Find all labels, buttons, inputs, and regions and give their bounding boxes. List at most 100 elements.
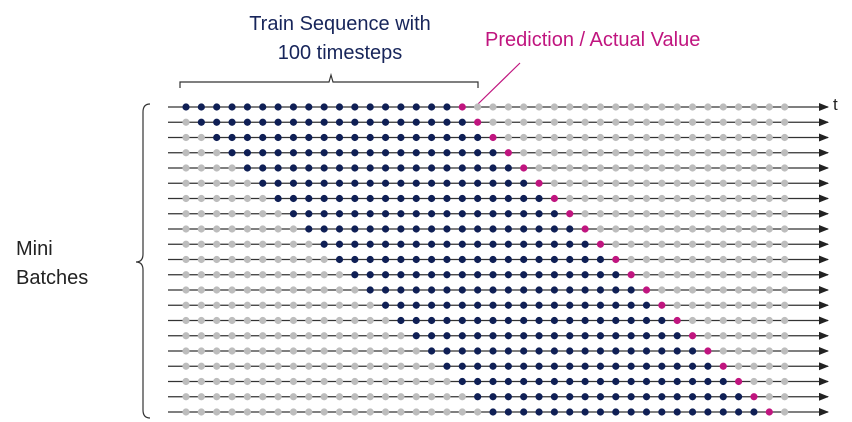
train-timestep-dot [428,164,436,172]
train-timestep-dot [504,194,512,203]
train-timestep-dot [428,347,436,355]
train-timestep-dot [489,377,497,386]
train-timestep-dot [489,194,497,203]
train-timestep-dot [550,347,559,355]
inactive-timestep-dot [320,316,328,325]
train-timestep-dot [443,164,451,172]
train-timestep-dot [489,286,497,294]
inactive-timestep-dot [735,316,743,325]
inactive-timestep-dot [274,255,282,264]
inactive-timestep-dot [750,103,758,111]
sequence-row [168,301,829,310]
inactive-timestep-dot [612,194,620,203]
inactive-timestep-dot [259,316,267,325]
inactive-timestep-dot [351,377,359,386]
train-timestep-dot [688,362,697,370]
inactive-timestep-dot [243,179,251,187]
inactive-timestep-dot [243,194,251,203]
train-timestep-dot [612,408,620,416]
inactive-timestep-dot [305,377,313,386]
train-timestep-dot [397,149,405,157]
inactive-timestep-dot [182,210,190,218]
inactive-timestep-dot [735,362,743,370]
inactive-timestep-dot [197,408,205,416]
train-timestep-dot [243,149,251,157]
inactive-timestep-dot [182,225,190,233]
train-timestep-dot [213,118,221,126]
inactive-timestep-dot [581,118,589,126]
train-timestep-dot [320,118,328,126]
train-timestep-dot [381,255,390,264]
inactive-timestep-dot [735,301,743,309]
inactive-timestep-dot [213,164,221,172]
train-timestep-dot [443,103,451,111]
inactive-timestep-dot [658,179,666,187]
inactive-timestep-dot [750,133,758,142]
train-timestep-dot [366,118,374,126]
inactive-timestep-dot [182,118,190,126]
train-timestep-dot [443,332,451,340]
inactive-timestep-dot [243,408,251,416]
inactive-timestep-dot [688,194,697,203]
inactive-timestep-dot [673,118,681,126]
inactive-timestep-dot [428,362,436,370]
train-timestep-dot [566,271,574,279]
inactive-timestep-dot [765,271,773,279]
train-timestep-dot [412,255,420,264]
train-timestep-dot [719,377,727,386]
inactive-timestep-dot [259,210,267,218]
train-timestep-dot [305,118,313,126]
train-timestep-dot [428,179,436,187]
prediction-dot [673,316,681,325]
inactive-timestep-dot [719,164,727,172]
train-timestep-dot [305,194,313,203]
train-timestep-dot [550,316,559,325]
train-timestep-dot [443,149,451,157]
inactive-timestep-dot [397,393,405,401]
train-timestep-dot [366,194,374,203]
train-timestep-dot [397,179,405,187]
inactive-timestep-dot [289,240,298,248]
inactive-timestep-dot [750,316,758,325]
train-timestep-dot [412,332,420,340]
inactive-timestep-dot [781,255,789,264]
train-timestep-dot [351,164,359,172]
train-timestep-dot [259,179,267,187]
inactive-timestep-dot [550,149,559,157]
train-timestep-dot [381,194,390,203]
inactive-timestep-dot [781,225,789,233]
train-timestep-dot [704,393,712,401]
inactive-timestep-dot [289,286,298,294]
inactive-timestep-dot [274,393,282,401]
train-timestep-dot [535,225,543,233]
train-timestep-dot [520,377,528,386]
inactive-timestep-dot [305,286,313,294]
inactive-timestep-dot [735,118,743,126]
train-timestep-dot [274,179,282,187]
train-timestep-dot [535,194,543,203]
inactive-timestep-dot [259,194,267,203]
inactive-timestep-dot [642,103,651,111]
inactive-timestep-dot [412,408,420,416]
inactive-timestep-dot [520,118,528,126]
train-timestep-dot [458,164,466,172]
train-timestep-dot [305,225,313,233]
inactive-timestep-dot [719,301,727,309]
inactive-timestep-dot [658,286,666,294]
inactive-timestep-dot [735,225,743,233]
inactive-timestep-dot [658,194,666,203]
inactive-timestep-dot [197,149,205,157]
sequence-row [168,362,829,371]
inactive-timestep-dot [688,133,697,142]
train-label-line2: 100 timesteps [277,42,403,64]
train-timestep-dot [504,179,512,187]
train-timestep-dot [351,179,359,187]
train-timestep-dot [412,240,420,248]
inactive-timestep-dot [351,301,359,309]
inactive-timestep-dot [289,362,298,370]
inactive-timestep-dot [719,332,727,340]
inactive-timestep-dot [550,164,559,172]
train-timestep-dot [443,286,451,294]
inactive-timestep-dot [504,133,512,142]
inactive-timestep-dot [735,271,743,279]
